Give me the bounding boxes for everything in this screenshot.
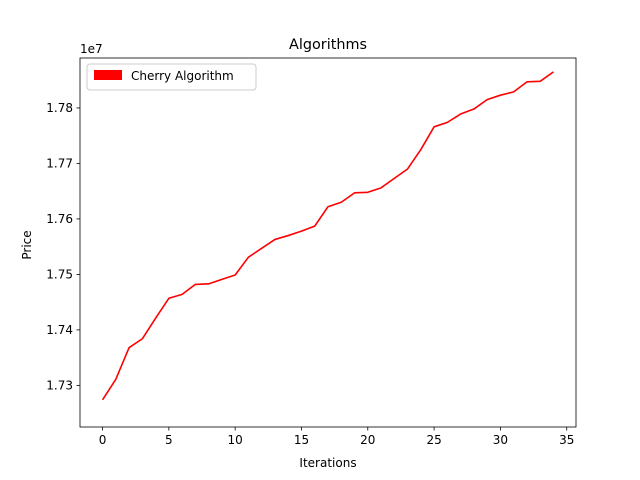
- legend-label-cherry-algorithm: Cherry Algorithm: [131, 69, 234, 83]
- series-line-cherry-algorithm: [101, 71, 554, 401]
- plot-area: [79, 57, 577, 428]
- y-tick-label: 1.74: [46, 323, 73, 337]
- x-tick-label: 25: [426, 433, 441, 447]
- y-offset-text: 1e7: [80, 42, 103, 56]
- x-tick-label: 0: [99, 433, 107, 447]
- y-tick-label: 1.73: [46, 379, 73, 393]
- y-axis-label: Price: [20, 230, 34, 259]
- series-layer: [101, 71, 554, 401]
- ticks-layer: 0 5 10 15 20 25 30 35 1.73 1.74 1.75 1.76 1.77 1.78: [46, 101, 574, 447]
- plot-frame: [79, 57, 577, 428]
- legend-swatch: [94, 70, 122, 80]
- legend: Cherry Algorithm: [86, 63, 257, 91]
- y-tick-label: 1.78: [46, 101, 73, 115]
- x-tick-label: 10: [228, 433, 243, 447]
- x-tick-label: 15: [294, 433, 309, 447]
- x-tick-label: 5: [165, 433, 173, 447]
- legend-frame: [86, 63, 257, 91]
- y-tick-label: 1.76: [46, 212, 73, 226]
- chart-title: Algorithms: [289, 37, 367, 53]
- y-tick-label: 1.75: [46, 268, 73, 282]
- x-tick-label: 35: [559, 433, 574, 447]
- x-tick-label: 30: [493, 433, 508, 447]
- y-tick-label: 1.77: [46, 157, 73, 171]
- x-tick-label: 20: [360, 433, 375, 447]
- x-axis-label: Iterations: [299, 456, 356, 470]
